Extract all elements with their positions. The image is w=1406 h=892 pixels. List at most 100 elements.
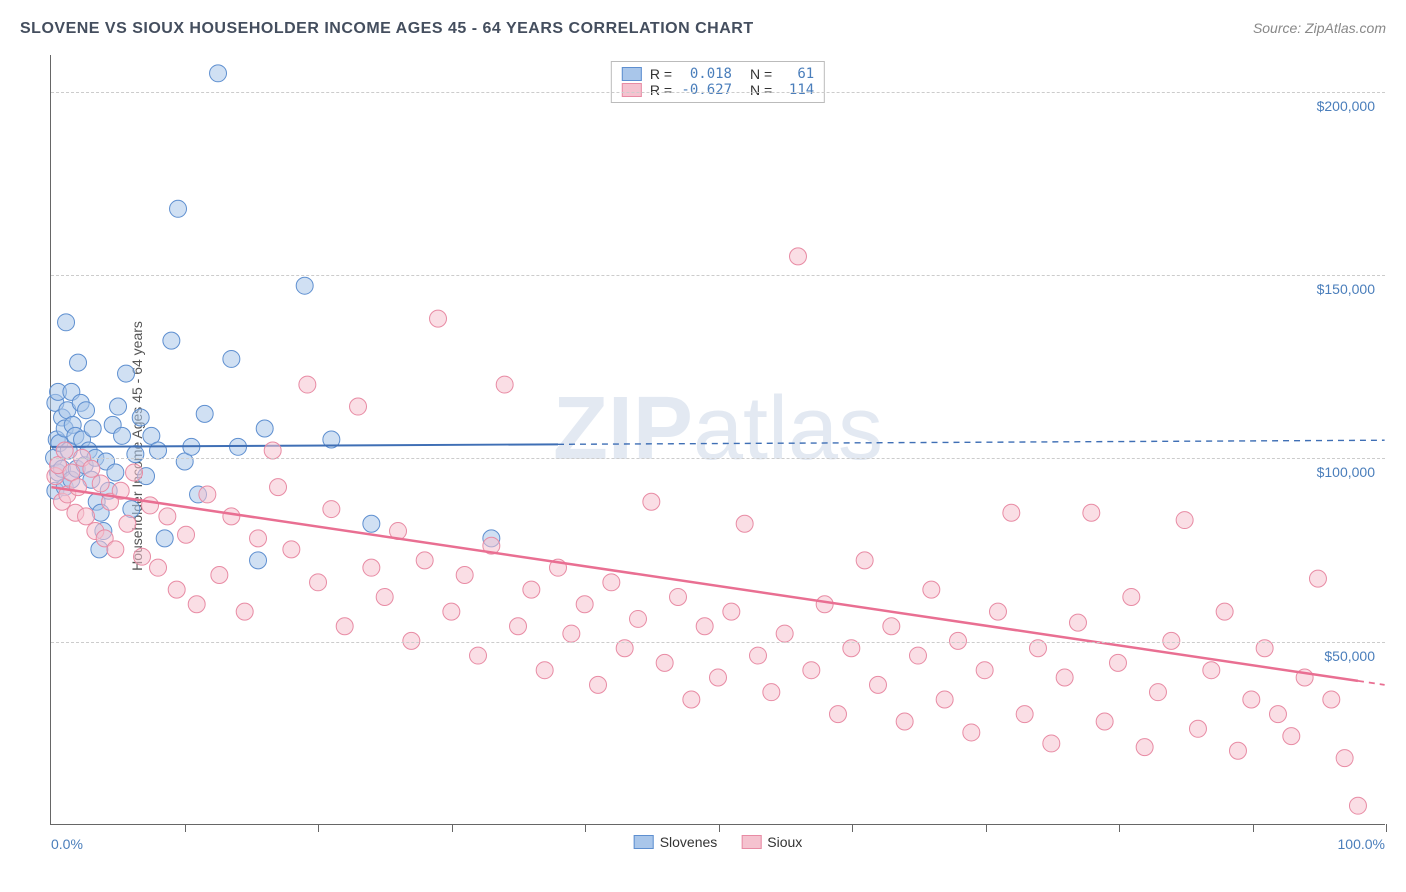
data-point (350, 398, 367, 415)
data-point (123, 501, 140, 518)
data-point (178, 526, 195, 543)
legend-item: Slovenes (634, 834, 718, 850)
data-point (127, 446, 144, 463)
data-point (536, 662, 553, 679)
data-point (750, 647, 767, 664)
data-point (176, 453, 193, 470)
data-point (98, 453, 115, 470)
data-point (1283, 728, 1300, 745)
data-point (196, 405, 213, 422)
data-point (78, 402, 95, 419)
data-point (1003, 504, 1020, 521)
x-tick (318, 824, 319, 832)
data-point (107, 464, 124, 481)
data-point (59, 486, 76, 503)
data-point (183, 438, 200, 455)
data-point (416, 552, 433, 569)
trend-line-dashed (1358, 681, 1385, 685)
data-point (910, 647, 927, 664)
data-point (80, 442, 97, 459)
data-point (91, 541, 108, 558)
data-point (710, 669, 727, 686)
data-point (70, 354, 87, 371)
legend-swatch (634, 835, 654, 849)
data-point (104, 416, 121, 433)
data-point (156, 530, 173, 547)
data-point (1176, 512, 1193, 529)
data-point (47, 394, 64, 411)
data-point (870, 676, 887, 693)
data-point (236, 603, 253, 620)
data-point (211, 567, 228, 584)
data-point (363, 559, 380, 576)
data-point (563, 625, 580, 642)
data-point (443, 603, 460, 620)
data-point (95, 523, 112, 540)
data-point (54, 493, 71, 510)
data-point (83, 471, 100, 488)
data-point (1229, 742, 1246, 759)
data-point (100, 482, 117, 499)
data-point (47, 468, 64, 485)
data-point (88, 493, 105, 510)
data-point (790, 248, 807, 265)
data-point (963, 724, 980, 741)
data-point (310, 574, 327, 591)
data-point (323, 431, 340, 448)
trend-line (51, 487, 1358, 681)
data-point (114, 427, 131, 444)
data-point (576, 596, 593, 613)
data-point (63, 383, 80, 400)
data-point (856, 552, 873, 569)
data-point (803, 662, 820, 679)
data-point (1323, 691, 1340, 708)
y-tick-label: $150,000 (1317, 281, 1375, 297)
data-point (159, 508, 176, 525)
data-point (92, 475, 109, 492)
data-point (50, 464, 67, 481)
gridline (51, 458, 1385, 459)
data-point (67, 427, 84, 444)
chart-source: Source: ZipAtlas.com (1253, 20, 1386, 36)
x-tick (452, 824, 453, 832)
legend-series: SlovenesSioux (634, 834, 803, 850)
data-point (456, 567, 473, 584)
data-point (830, 706, 847, 723)
data-point (1136, 739, 1153, 756)
data-point (170, 200, 187, 217)
data-point (1349, 797, 1366, 814)
data-point (107, 541, 124, 558)
data-point (1109, 654, 1126, 671)
data-point (168, 581, 185, 598)
data-point (78, 508, 95, 525)
data-point (1056, 669, 1073, 686)
data-point (96, 530, 113, 547)
data-point (50, 383, 67, 400)
x-max-label: 100.0% (1338, 836, 1385, 852)
data-point (72, 394, 89, 411)
data-point (54, 409, 71, 426)
data-point (132, 409, 149, 426)
data-point (376, 588, 393, 605)
data-point (1083, 504, 1100, 521)
data-point (199, 486, 216, 503)
data-point (496, 376, 513, 393)
data-point (230, 438, 247, 455)
data-point (816, 596, 833, 613)
data-point (48, 431, 65, 448)
data-point (670, 588, 687, 605)
data-point (56, 479, 73, 496)
plot-area: ZIPatlas R =0.018N =61R =-0.627N =114 Sl… (50, 55, 1385, 825)
data-point (696, 618, 713, 635)
data-point (390, 523, 407, 540)
data-point (84, 420, 101, 437)
scatter-layer (51, 55, 1385, 824)
data-point (70, 479, 87, 496)
data-point (590, 676, 607, 693)
data-point (83, 460, 100, 477)
data-point (92, 504, 109, 521)
data-point (523, 581, 540, 598)
data-point (60, 442, 77, 459)
data-point (56, 442, 73, 459)
y-tick-label: $100,000 (1317, 464, 1375, 480)
